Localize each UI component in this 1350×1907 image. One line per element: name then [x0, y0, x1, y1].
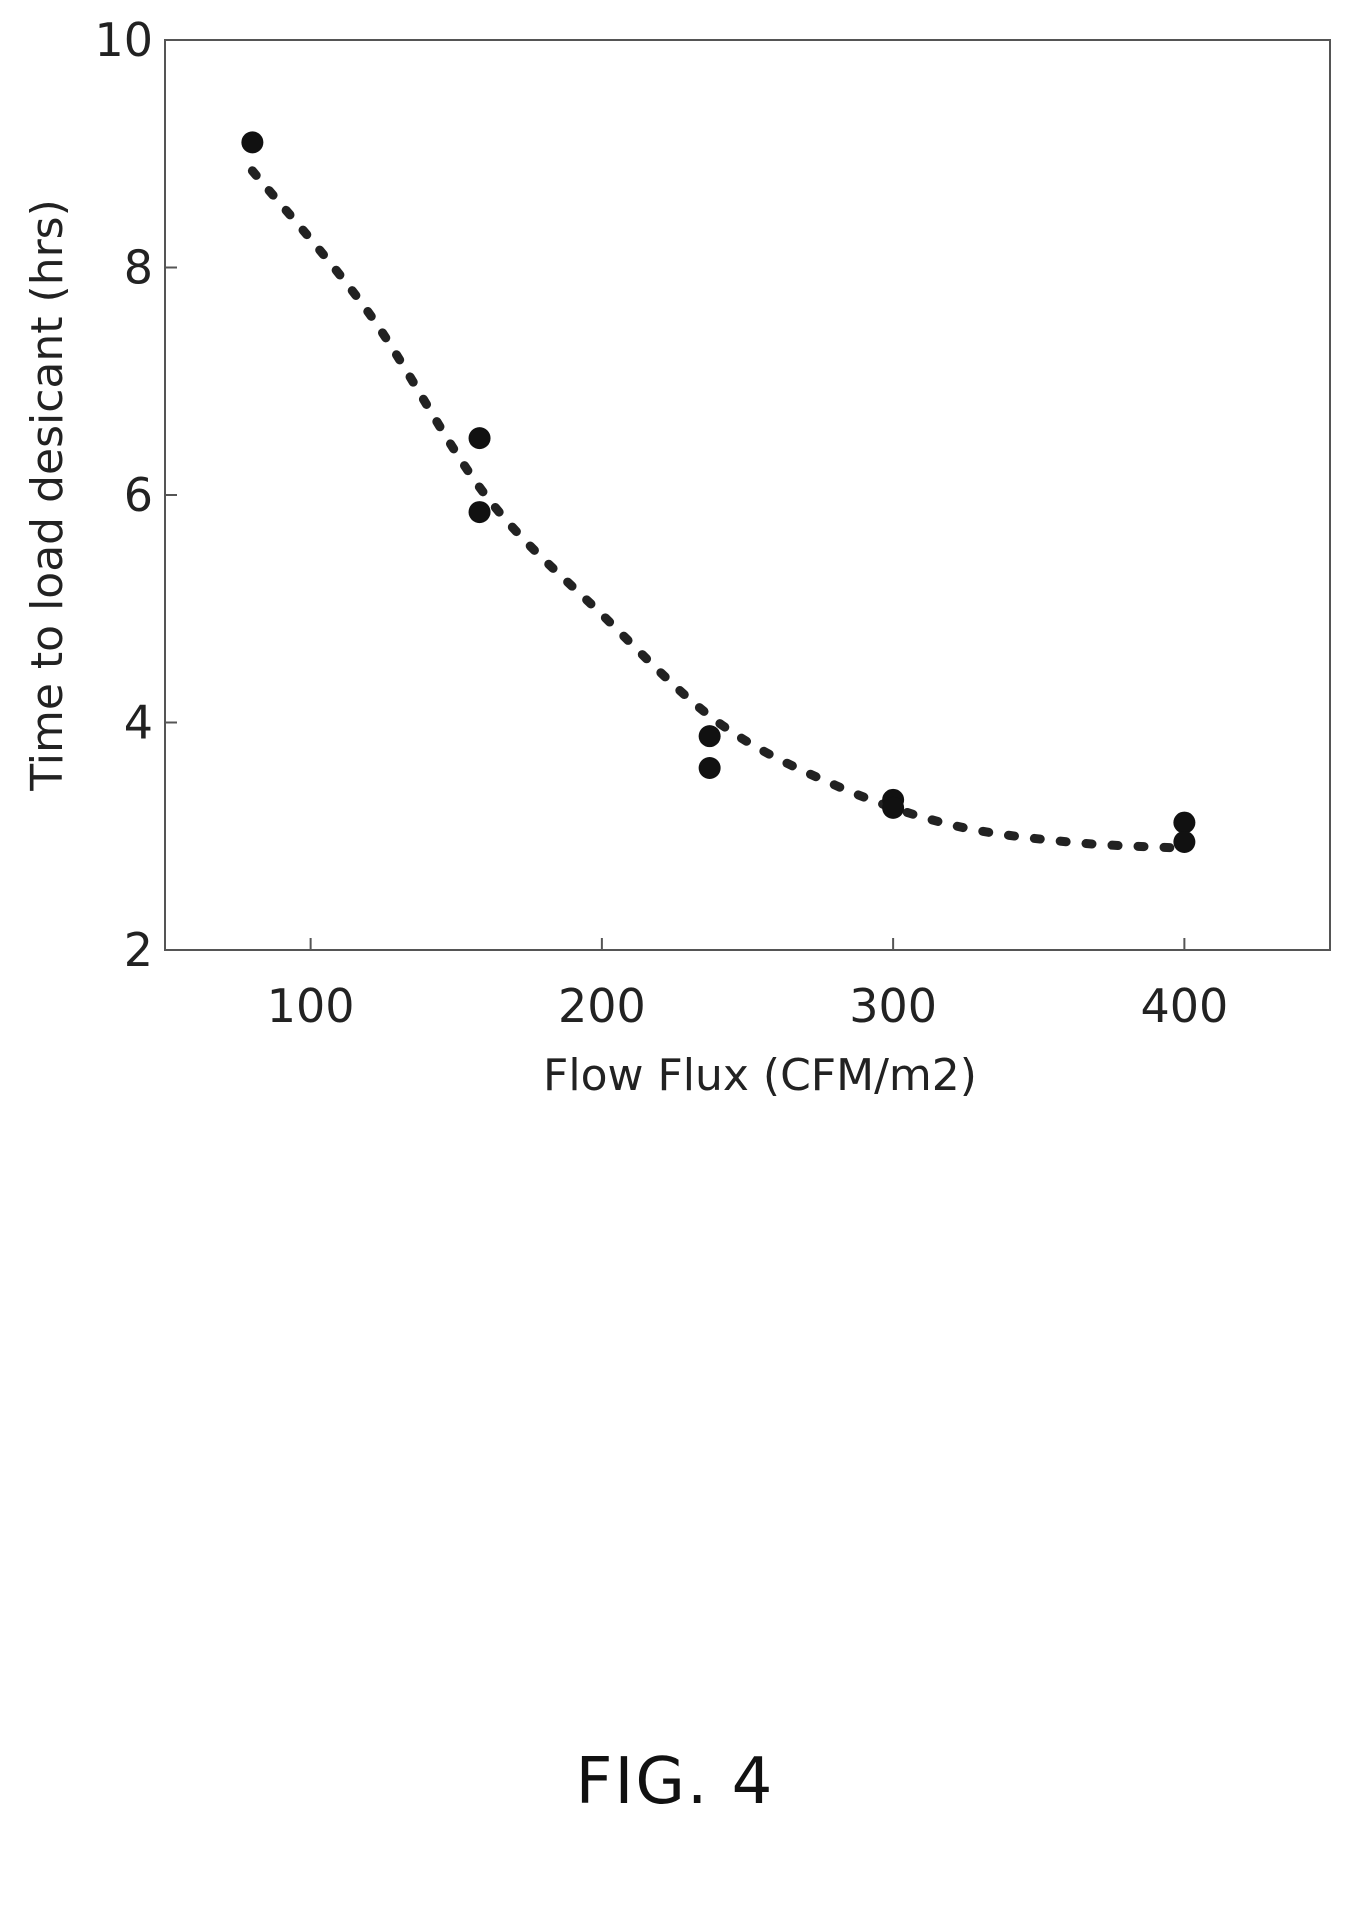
x-tick-label: 100 [267, 979, 355, 1033]
y-tick-label: 2 [124, 923, 153, 977]
y-tick-label: 6 [124, 468, 153, 522]
x-axis-ticks: 100 200 300 400 [267, 938, 1228, 1033]
plot-area-frame [164, 39, 1331, 951]
y-tick-label: 8 [124, 241, 153, 295]
y-axis-ticks: 2 4 6 8 10 [94, 13, 177, 977]
data-point [698, 757, 721, 779]
data-point [241, 131, 264, 154]
data-point [1173, 830, 1196, 853]
x-axis-label: Flow Flux (CFM/m2) [543, 1050, 977, 1101]
chart: 2 4 6 8 10 100 200 300 400 Flow Flux (CFM/m2) T… [22, 13, 1331, 1101]
x-tick-label: 200 [558, 979, 646, 1033]
data-points [241, 131, 1196, 853]
data-point [468, 501, 491, 524]
y-tick-label: 10 [94, 13, 153, 67]
data-point [468, 427, 491, 450]
data-point [1173, 811, 1196, 834]
x-tick-label: 300 [849, 979, 937, 1033]
trend-line [247, 166, 1175, 853]
figure-caption: FIG. 4 [575, 1745, 775, 1819]
y-tick-label: 4 [124, 696, 153, 750]
data-point [882, 796, 905, 819]
x-tick-label: 400 [1140, 979, 1228, 1033]
data-point [698, 725, 721, 748]
y-axis-label: Time to load desicant (hrs) [22, 199, 73, 792]
